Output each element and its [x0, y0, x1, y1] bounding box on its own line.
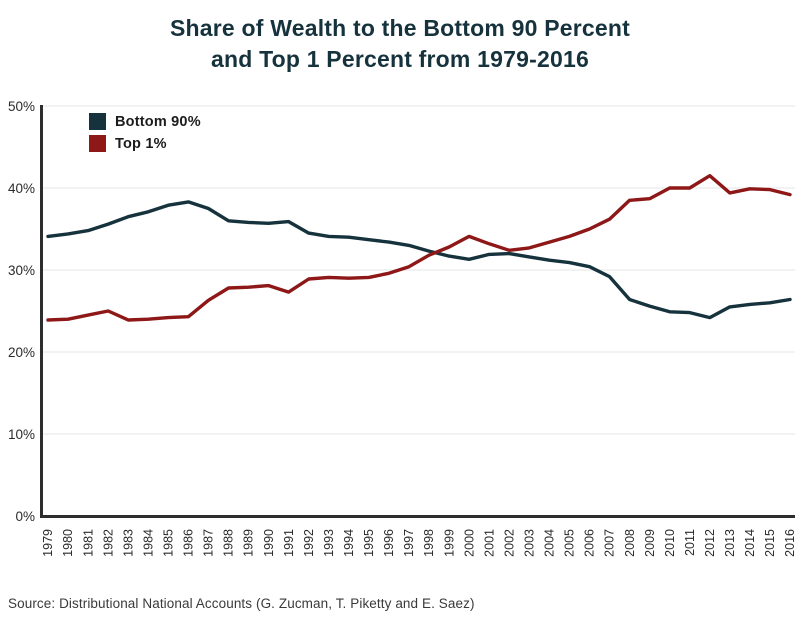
x-tick-label: 1990 [262, 529, 276, 557]
x-tick-label: 2012 [703, 529, 717, 557]
x-tick-label: 2006 [583, 529, 597, 557]
legend-label-top-1: Top 1% [115, 135, 167, 152]
x-tick-label: 2016 [783, 529, 797, 557]
x-tick-label: 2014 [743, 529, 757, 557]
chart-title: Share of Wealth to the Bottom 90 Percent… [0, 13, 800, 75]
x-tick-label: 2011 [683, 529, 697, 556]
x-tick-label: 1982 [101, 529, 115, 557]
x-tick-label: 1989 [242, 529, 256, 557]
x-tick-label: 1992 [302, 529, 316, 557]
x-tick-label: 1996 [382, 529, 396, 557]
x-tick-label: 2013 [723, 529, 737, 557]
x-tick-label: 1997 [402, 529, 416, 557]
x-tick-label: 2002 [502, 529, 516, 557]
x-tick-label: 1981 [81, 529, 95, 557]
y-tick-label: 20% [8, 345, 35, 360]
x-tick-label: 2010 [663, 529, 677, 557]
top-1-swatch-icon [89, 135, 106, 152]
y-tick-label: 0% [15, 509, 35, 524]
x-tick-label: 1991 [282, 529, 296, 557]
x-tick-label: 2003 [522, 529, 536, 557]
bottom-90-swatch-icon [89, 113, 106, 130]
chart-legend: Bottom 90% Top 1% [89, 113, 201, 157]
series-line-bottom-90 [46, 200, 792, 320]
x-tick-label: 1987 [202, 529, 216, 557]
x-tick-label: 1986 [182, 529, 196, 557]
x-tick-label: 1984 [141, 529, 155, 557]
x-tick-label: 2007 [603, 529, 617, 557]
x-tick-label: 1988 [222, 529, 236, 557]
x-tick-label: 2000 [462, 529, 476, 557]
x-tick-label: 1980 [61, 529, 75, 557]
y-tick-label: 40% [8, 181, 35, 196]
chart-title-line2: and Top 1 Percent from 1979-2016 [211, 46, 589, 72]
x-tick-label: 1985 [162, 529, 176, 557]
legend-label-bottom-90: Bottom 90% [115, 113, 201, 130]
chart-title-line1: Share of Wealth to the Bottom 90 Percent [170, 15, 630, 41]
x-tick-label: 2001 [482, 529, 496, 557]
series-line-top-1 [46, 173, 792, 322]
x-tick-label: 2015 [763, 529, 777, 557]
x-tick-label: 2004 [543, 529, 557, 557]
x-tick-label: 1999 [442, 529, 456, 557]
legend-item-top-1: Top 1% [89, 135, 201, 152]
x-tick-label: 1995 [362, 529, 376, 557]
y-tick-label: 10% [8, 427, 35, 442]
x-tick-label: 1994 [342, 529, 356, 557]
y-tick-label: 50% [8, 99, 35, 114]
x-tick-label: 2008 [623, 529, 637, 557]
x-tick-label: 2005 [563, 529, 577, 557]
y-tick-label: 30% [8, 263, 35, 278]
x-tick-label: 2009 [643, 529, 657, 557]
source-attribution: Source: Distributional National Accounts… [8, 596, 475, 611]
x-tick-label: 1983 [121, 529, 135, 557]
x-tick-label: 1979 [41, 529, 55, 557]
legend-item-bottom-90: Bottom 90% [89, 113, 201, 130]
x-tick-label: 1993 [322, 529, 336, 557]
x-tick-label: 1998 [422, 529, 436, 557]
